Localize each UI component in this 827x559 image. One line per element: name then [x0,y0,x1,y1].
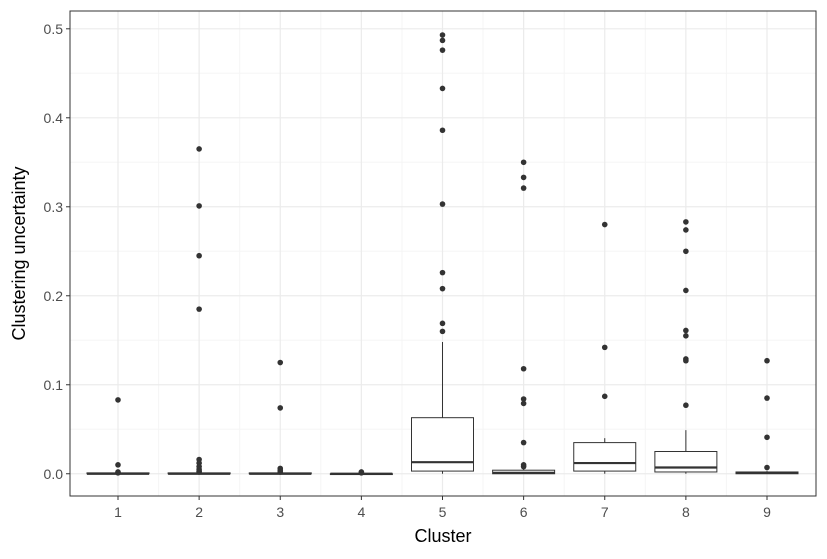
y-tick-label: 0.3 [44,199,64,215]
outlier-point [196,469,202,475]
y-tick-label: 0.5 [44,21,64,37]
outlier-point [439,47,446,53]
x-tick-label: 8 [682,504,690,520]
outlier-point [196,306,202,312]
x-tick-label: 7 [601,504,609,520]
y-tick-label: 0.0 [44,466,64,482]
outlier-point [439,269,446,276]
outlier-point [683,227,689,233]
outlier-point [439,37,446,44]
y-axis: 0.0 0.1 0.2 0.3 0.4 0.5 [44,21,70,482]
x-axis: 1 2 3 4 5 6 7 8 9 [114,496,771,520]
outlier-point [196,252,202,259]
box-iqr [573,442,637,472]
outlier-point [439,32,446,38]
x-tick-label: 1 [114,504,122,520]
x-tick-label: 3 [276,504,284,520]
x-tick-label: 2 [195,504,203,520]
outlier-point [683,402,689,409]
outlier-point [683,219,689,225]
outlier-point [683,333,689,339]
outlier-point [683,357,689,364]
outlier-points [115,32,770,476]
outlier-point [439,127,446,134]
outlier-point [277,469,284,475]
outlier-point [439,285,446,292]
x-tick-label: 9 [763,504,771,520]
outlier-point [764,434,770,441]
box-cluster-5 [411,342,474,474]
outlier-point [277,359,284,366]
box-cluster-6 [492,468,556,475]
outlier-point [683,327,689,334]
outlier-point [439,201,446,207]
outlier-point [520,396,527,402]
outlier-point [439,85,446,92]
outlier-point [439,320,446,327]
outlier-point [601,393,608,400]
outlier-point [520,174,527,181]
box-cluster-7 [573,438,637,474]
outlier-point [764,357,770,364]
boxplot-boxes [86,342,799,476]
outlier-point [520,439,527,446]
outlier-point [115,470,121,476]
outlier-point [196,146,202,152]
box-cluster-9 [735,471,799,475]
outlier-point [683,248,689,255]
box-iqr [654,451,718,473]
outlier-point [683,287,689,294]
x-tick-label: 4 [357,504,365,520]
outlier-point [601,221,608,228]
outlier-point [358,470,365,476]
outlier-point [764,395,770,401]
outlier-point [115,462,121,468]
x-axis-title: Cluster [414,526,471,546]
outlier-point [520,365,527,372]
outlier-point [115,397,121,403]
y-tick-label: 0.4 [44,110,64,126]
x-tick-label: 6 [520,504,528,520]
outlier-point [520,463,527,470]
x-tick-label: 5 [439,504,447,520]
box-cluster-8 [654,430,718,474]
outlier-point [520,400,527,407]
outlier-point [439,328,446,335]
y-tick-label: 0.1 [44,377,64,393]
outlier-point [520,185,527,191]
outlier-point [277,405,284,411]
y-axis-title: Clustering uncertainty [9,166,29,340]
outlier-point [196,203,202,209]
outlier-point [520,159,527,166]
outlier-point [764,464,770,471]
outlier-point [601,344,608,351]
y-tick-label: 0.2 [44,288,64,304]
